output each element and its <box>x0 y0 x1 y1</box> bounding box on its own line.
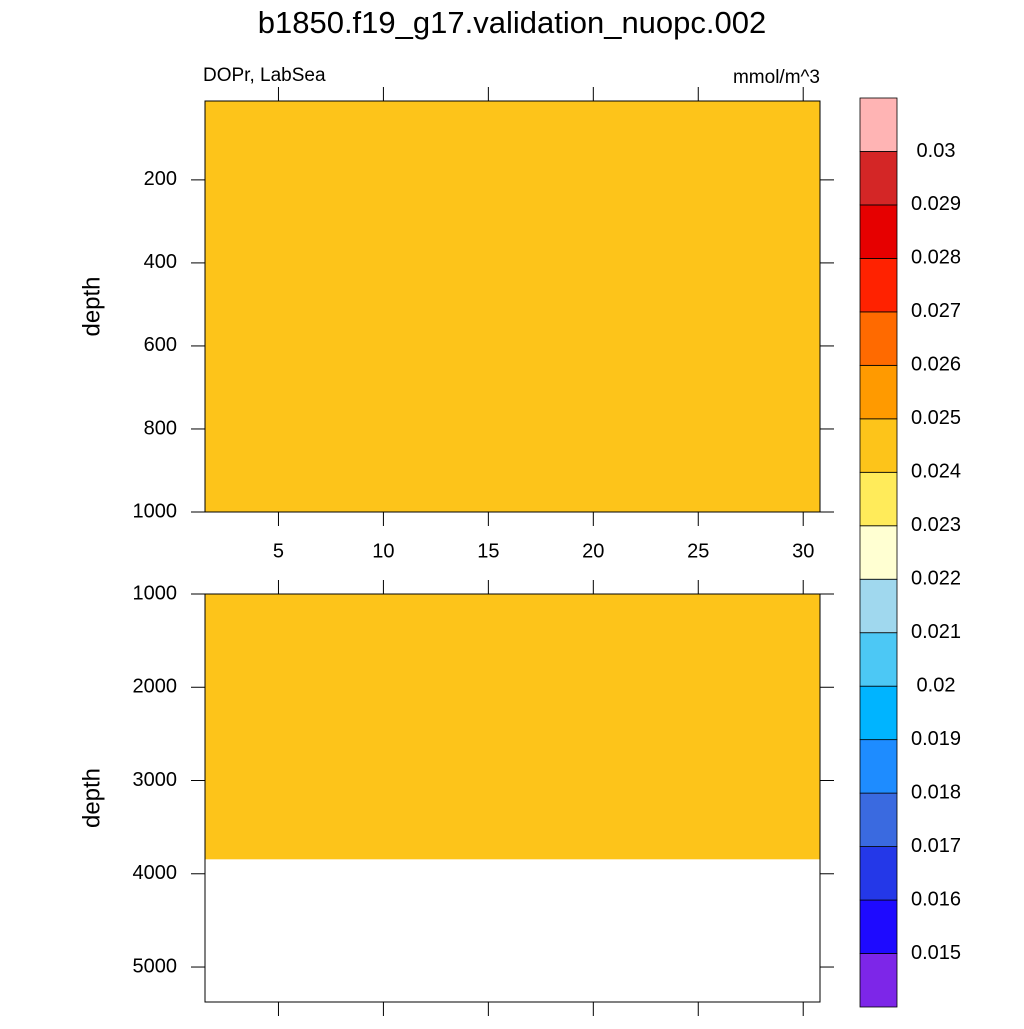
colorbar-box <box>859 899 898 954</box>
colorbar-box <box>859 364 898 420</box>
colorbar-box <box>859 258 898 313</box>
colorbar-label: 0.027 <box>911 300 961 322</box>
x-tick-label: 20 <box>582 540 604 562</box>
y-tick-label: 3000 <box>133 769 178 791</box>
colorbar-box <box>859 846 898 901</box>
colorbar-label: 0.028 <box>911 247 961 269</box>
y-tick-label: 1000 <box>133 500 178 522</box>
colorbar-label: 0.03 <box>917 140 956 162</box>
plot-frame <box>204 100 821 513</box>
contour-fill <box>205 594 820 860</box>
colorbar-box <box>859 471 898 527</box>
x-tick-label: 5 <box>273 540 284 562</box>
colorbar-label: 0.023 <box>911 514 961 536</box>
y-tick-label: 2000 <box>133 676 178 698</box>
y-tick-label: 200 <box>144 168 177 190</box>
colorbar-box <box>859 525 898 580</box>
colorbar-box <box>859 632 898 687</box>
colorbar-box <box>859 953 898 1008</box>
colorbar-box <box>859 739 898 794</box>
colorbar-label: 0.022 <box>911 568 961 590</box>
colorbar-label: 0.02 <box>917 674 956 696</box>
colorbar-box <box>859 311 898 366</box>
y-tick-label: 1000 <box>133 582 178 604</box>
y-tick-label: 5000 <box>133 955 178 977</box>
colorbar-label: 0.029 <box>911 193 961 215</box>
colorbar-box <box>859 685 898 741</box>
colorbar-label: 0.025 <box>911 407 961 429</box>
chart-title: b1850.f19_g17.validation_nuopc.002 <box>258 5 767 40</box>
y-tick-label: 4000 <box>133 862 178 884</box>
y-axis-label: depth <box>78 276 105 336</box>
y-tick-label: 800 <box>144 417 177 439</box>
plot-frame <box>204 593 821 1003</box>
x-tick-label: 15 <box>477 540 499 562</box>
colorbar-box <box>859 97 898 152</box>
colorbar-label: 0.026 <box>911 354 961 376</box>
left-string: DOPr, LabSea <box>203 65 326 86</box>
colorbar-box <box>859 792 898 847</box>
colorbar-label: 0.015 <box>911 942 961 964</box>
colorbar-label: 0.016 <box>911 888 961 910</box>
right-string: mmol/m^3 <box>733 67 820 88</box>
colorbar-label: 0.021 <box>911 621 961 643</box>
x-tick-label: 10 <box>372 540 394 562</box>
colorbar-box <box>859 151 898 206</box>
y-tick-label: 400 <box>144 251 177 273</box>
x-tick-label: 30 <box>792 540 814 562</box>
y-tick-label: 600 <box>144 334 177 356</box>
colorbar-box <box>859 418 898 473</box>
x-tick-label: 25 <box>687 540 709 562</box>
y-axis-label: depth <box>78 768 105 828</box>
colorbar-box <box>859 578 898 634</box>
colorbar-label: 0.019 <box>911 728 961 750</box>
colorbar-box <box>859 204 898 259</box>
contour-fill <box>205 101 820 512</box>
colorbar-label: 0.017 <box>911 835 961 857</box>
colorbar-label: 0.018 <box>911 781 961 803</box>
colorbar-label: 0.024 <box>911 461 961 483</box>
